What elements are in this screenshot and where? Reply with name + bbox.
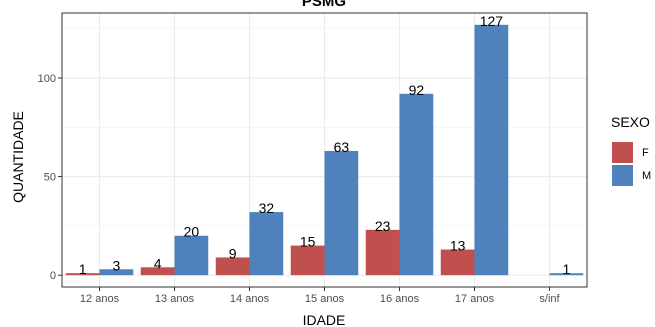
x-tick-label: 17 anos [455,293,495,305]
y-tick-label: 0 [50,270,56,282]
data-label: 92 [409,82,425,98]
x-tick-label: 13 anos [155,293,195,305]
data-label: 63 [334,139,350,155]
legend-title: SEXO [611,114,650,130]
data-label: 13 [450,238,466,254]
bar-f-15-anos [290,245,325,276]
x-tick-label: 14 anos [230,293,270,305]
bar-f-16-anos [365,229,400,276]
chart-title: PSMG [302,0,346,10]
data-label: 1 [562,261,570,277]
bar-f-12-anos [65,273,100,276]
bar-m-16-anos [399,93,434,276]
y-axis-title: QUANTIDADE [10,111,26,203]
legend-swatch-f [612,142,633,163]
data-label: 1 [79,261,87,277]
y-tick-label: 100 [38,73,56,85]
bar-m-14-anos [249,212,284,276]
x-tick-label: 15 anos [305,293,345,305]
data-label: 23 [375,218,391,234]
data-label: 20 [184,224,200,240]
bar-m-s-inf [549,273,584,276]
legend-label-f: F [642,147,649,159]
bar-f-17-anos [440,249,475,276]
legend-swatch-m [612,165,633,186]
y-tick-label: 50 [44,172,56,184]
data-label: 15 [300,234,316,250]
bar-m-17-anos [474,24,509,276]
bar-m-15-anos [324,150,359,276]
data-label: 3 [112,257,120,273]
data-label: 32 [259,200,275,216]
x-axis-title: IDADE [303,312,346,327]
x-tick-label: 12 anos [80,293,120,305]
data-label: 4 [154,255,162,271]
bar-f-14-anos [215,257,250,276]
bar-f-13-anos [140,267,175,276]
bar-m-13-anos [174,235,209,276]
x-tick-label: s/inf [539,293,560,305]
bar-m-12-anos [99,269,134,276]
legend: SEXO FM [611,114,651,187]
data-label: 127 [480,13,504,29]
data-label: 9 [229,245,237,261]
bars [65,24,584,276]
x-tick-label: 16 anos [380,293,420,305]
axes: 0 50 100 12 anos 13 anos 14 anos 15 anos 16 ano… [38,73,561,305]
legend-label-m: M [642,170,651,182]
